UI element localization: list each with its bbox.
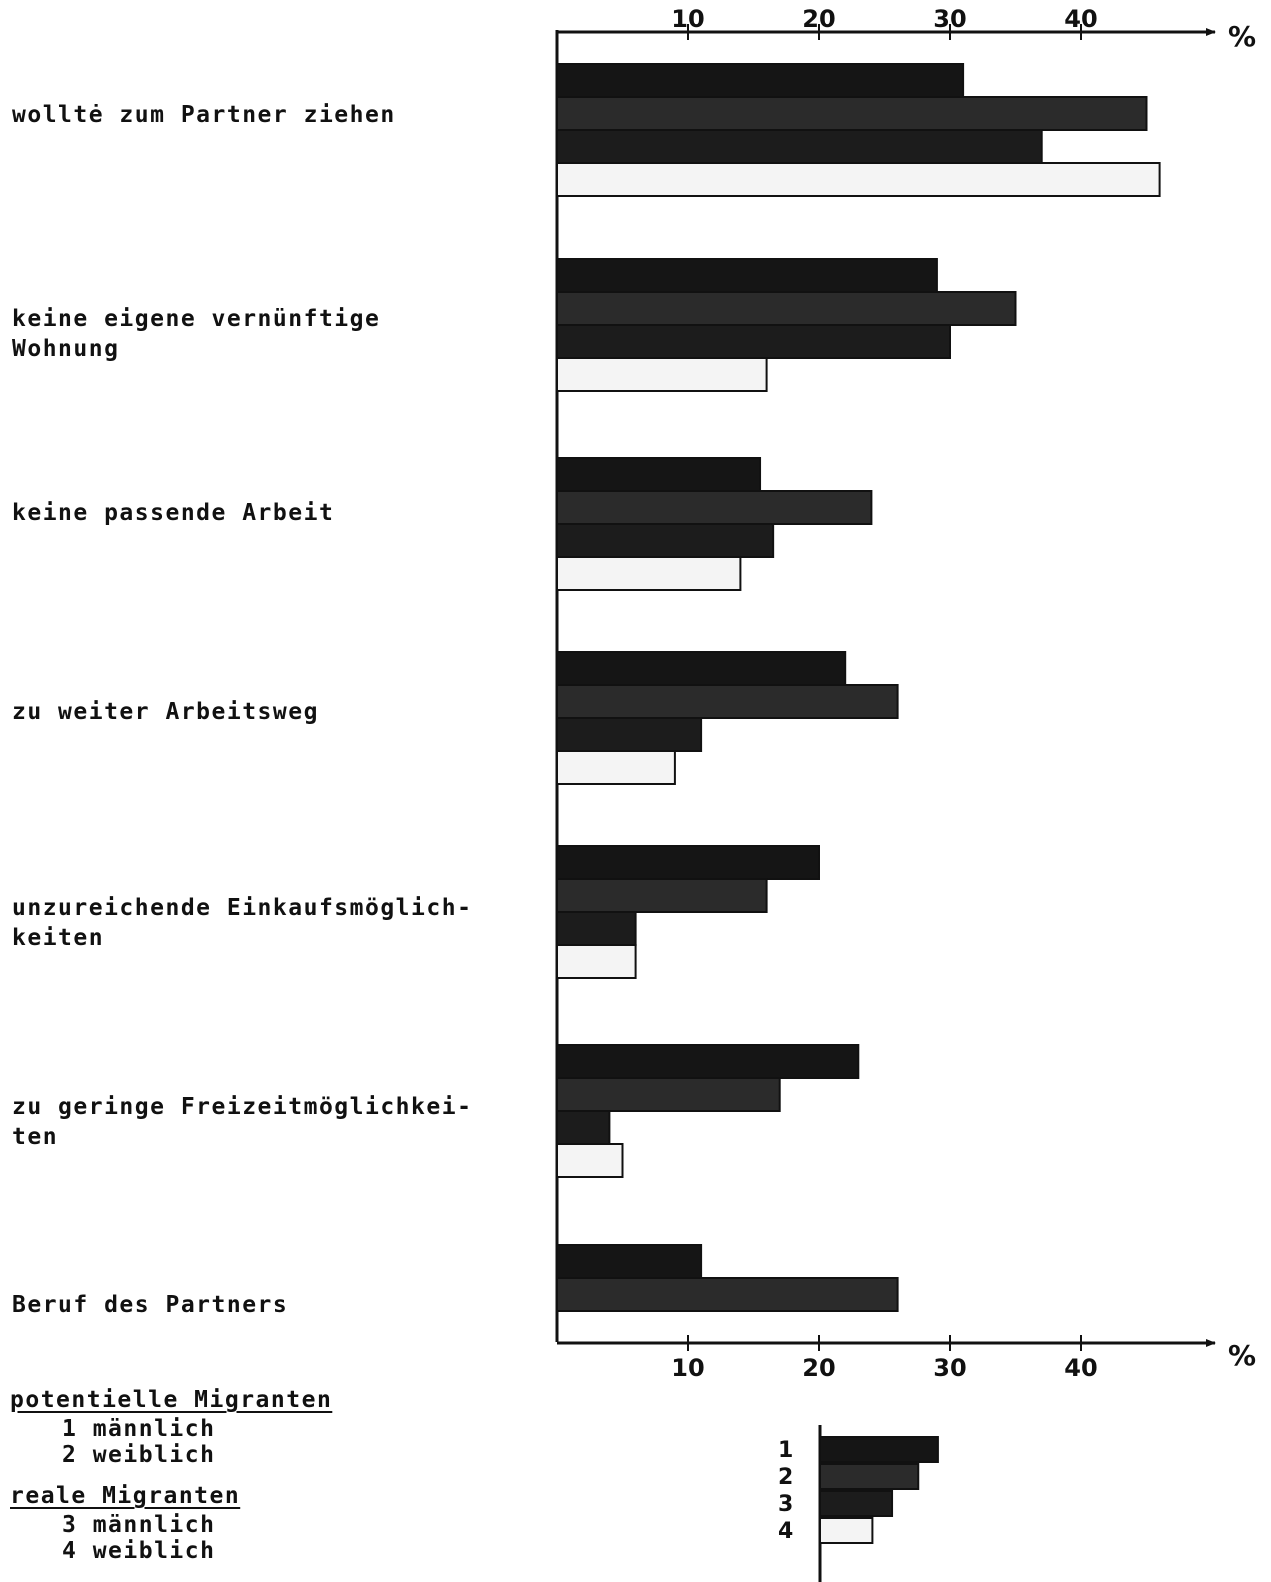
category-label: keine eigene vernünftige Wohnung [12,306,381,362]
bar-series-3 [556,717,703,752]
category-label: zu geringe Freizeitmöglichkei- ten [12,1094,473,1150]
bar-series-3 [556,523,775,558]
bar-series-4 [556,1143,624,1178]
bar-series-2 [556,878,768,913]
legend-item-2: 2 weiblich [62,1442,216,1468]
bar-series-4 [556,944,637,979]
tick-label-top: 10 [671,5,704,33]
key-bar-2 [819,1463,920,1490]
bar-series-1 [556,651,847,686]
bar-series-2 [556,291,1017,326]
tick-label-top: 20 [802,5,835,33]
legend-item-1: 1 männlich [62,1416,216,1442]
tick-group: 10 10 20 20 30 30 40 40 [671,5,1097,1382]
bar-series-1 [556,1044,860,1079]
category-label: zu weiter Arbeitsweg [12,699,319,725]
x-axis-unit-bottom: % [1228,1339,1256,1372]
bar-series-1 [556,63,965,98]
bar-series-1 [556,258,938,293]
bar-series-1 [556,457,762,492]
key-bar-4 [819,1517,874,1544]
bar-series-4 [556,357,768,392]
bar-series-3 [556,911,637,946]
key-bar-3 [819,1490,894,1517]
category-label: unzureichende Einkaufsmöglich- keiten [12,895,473,951]
tick-label-bottom: 20 [802,1354,835,1382]
legend-item-4: 4 weiblich [62,1538,216,1564]
key-label: 2 [778,1465,793,1490]
tick-label-bottom: 30 [933,1354,966,1382]
legend-title-real: reale Migranten [10,1483,241,1509]
bar-series-2 [556,96,1148,131]
bar-series-2 [556,1077,781,1112]
bar-series-1 [556,845,820,880]
legend-item-3: 3 männlich [62,1512,216,1538]
bar-series-2 [556,490,873,525]
bar-series-2 [556,684,899,719]
bar-series-4 [556,556,742,591]
tick-label-top: 30 [933,5,966,33]
category-label: keine passende Arbeit [12,500,335,526]
tick-label-top: 40 [1064,5,1097,33]
tick-label-bottom: 10 [671,1354,704,1382]
bar-series-3 [556,1110,611,1145]
bar-series-3 [556,324,951,359]
legend-title-potential: potentielle Migranten [10,1387,333,1413]
bar-group [556,63,1161,1312]
bar-series-4 [556,750,676,785]
x-axis-unit-top: % [1228,20,1256,53]
key-bar-1 [819,1436,939,1463]
category-label: wolltė zum Partner ziehen [12,102,396,128]
bar-series-1 [556,1244,703,1279]
key-label: 3 [778,1492,793,1517]
key-label: 4 [778,1519,793,1544]
bar-series-3 [556,129,1043,164]
key-label: 1 [778,1438,793,1463]
bar-series-4 [556,162,1161,197]
category-label: Beruf des Partners [12,1292,289,1318]
tick-label-bottom: 40 [1064,1354,1097,1382]
bar-series-2 [556,1277,899,1312]
